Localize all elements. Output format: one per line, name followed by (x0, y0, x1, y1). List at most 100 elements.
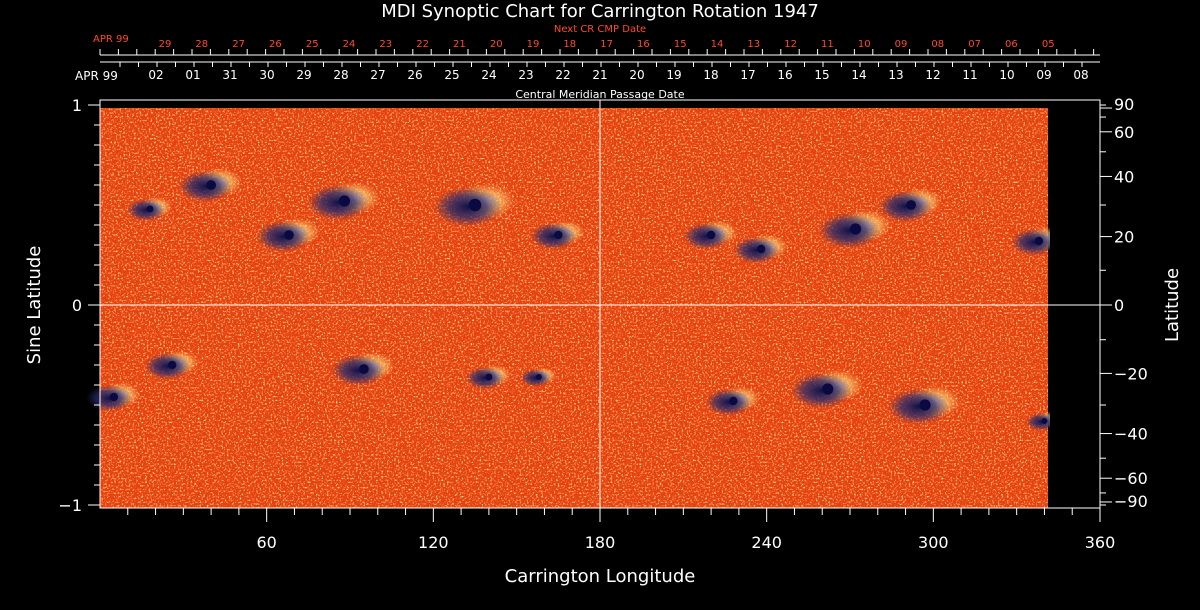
active-region (144, 350, 199, 380)
next-cmp-date-label: 16 (637, 39, 650, 50)
x-tick-label: 300 (918, 533, 949, 552)
cmp-date-label: 09 (1036, 68, 1051, 82)
next-cmp-date-label: 09 (895, 39, 908, 50)
cmp-date-label: 28 (333, 68, 348, 82)
active-region (888, 385, 961, 425)
region-negative-flux (888, 389, 949, 425)
region-negative-flux (307, 185, 369, 221)
next-cmp-date-label: 18 (563, 39, 576, 50)
plot-frame: 60 120 180 240 300 360 1 0 −1 90 60 40 20 0 −20 −40 −60 −… (58, 95, 1147, 552)
next-cmp-month: APR 99 (93, 34, 129, 45)
cmp-date-label: 26 (407, 68, 422, 82)
cmp-date-label: 10 (999, 68, 1014, 82)
next-cmp-date-label: 08 (931, 39, 944, 50)
cmp-date-label: 19 (666, 68, 681, 82)
cmp-date-axes: 29 28 27 26 25 24 23 22 21 20 19 18 17 16 15 14 13 12 11 10… (99, 39, 1100, 82)
region-core (919, 399, 931, 411)
region-negative-flux (705, 389, 752, 416)
y-tick-label-right: 20 (1114, 228, 1134, 247)
region-negative-flux (1026, 413, 1057, 431)
region-negative-flux (144, 353, 191, 380)
next-cmp-date-label: 11 (821, 39, 834, 50)
active-region (178, 168, 242, 202)
region-negative-flux (683, 223, 730, 250)
next-cmp-date-label: 27 (232, 39, 245, 50)
active-region (465, 365, 511, 389)
active-region (127, 197, 172, 221)
cmp-date-label: 29 (296, 68, 311, 82)
active-region (705, 386, 760, 416)
region-negative-flux (433, 187, 502, 227)
next-cmp-date-label: 21 (453, 39, 466, 50)
region-core (485, 373, 493, 381)
next-cmp-date-label: 23 (379, 39, 392, 50)
region-core (206, 180, 217, 190)
cmp-date-label: 11 (962, 68, 977, 82)
y-tick-label-right: −90 (1114, 492, 1148, 511)
next-cmp-date-label: 13 (747, 39, 760, 50)
active-region (878, 188, 942, 222)
region-core (906, 200, 917, 210)
next-cmp-date-label: 22 (416, 39, 429, 50)
next-cmp-date-label: 25 (306, 39, 319, 50)
next-cmp-date-label: 17 (600, 39, 613, 50)
cmp-date-label: 31 (222, 68, 237, 82)
cmp-date-label: 25 (444, 68, 459, 82)
region-negative-flux (818, 213, 880, 249)
region-core (358, 364, 369, 374)
next-cmp-date-label: 05 (1042, 39, 1055, 50)
y-tick-label-right: −20 (1114, 364, 1148, 383)
next-cmp-axis-title: Next CR CMP Date (554, 24, 646, 35)
cmp-date-label: 23 (518, 68, 533, 82)
active-region (433, 183, 515, 227)
next-cmp-date-label: 07 (968, 39, 981, 50)
cmp-date-label: 01 (185, 68, 200, 82)
next-cmp-date-label: 14 (711, 39, 724, 50)
region-negative-flux (465, 367, 504, 389)
region-core (338, 195, 351, 207)
active-region (256, 218, 320, 252)
next-cmp-date-label: 24 (343, 39, 356, 50)
cmp-date-label: 22 (555, 68, 570, 82)
next-cmp-date-label: 29 (159, 39, 172, 50)
region-core (468, 198, 482, 212)
next-cmp-date-label: 15 (674, 39, 687, 50)
cmp-date-label: 12 (925, 68, 940, 82)
next-cmp-date-label: 20 (490, 39, 503, 50)
region-core (706, 230, 716, 240)
cmp-date-label: 13 (888, 68, 903, 82)
x-axis-label: Carrington Longitude (505, 566, 696, 587)
y-tick-label-right: 0 (1114, 296, 1124, 315)
cmp-date-label: 08 (1073, 68, 1088, 82)
region-core (146, 205, 154, 213)
x-tick-label: 120 (418, 533, 449, 552)
cmp-date-label: 24 (481, 68, 496, 82)
cmp-date-label: 21 (592, 68, 607, 82)
cmp-date-label: 30 (259, 68, 274, 82)
region-core (1034, 236, 1044, 246)
region-core (168, 360, 177, 370)
region-core (283, 230, 294, 240)
region-core (1041, 418, 1048, 424)
next-cmp-date-label: 28 (195, 39, 208, 50)
region-core (109, 392, 119, 402)
active-region (818, 209, 891, 249)
next-cmp-date-label: 19 (527, 39, 540, 50)
region-negative-flux (127, 199, 165, 221)
active-region (790, 369, 863, 409)
x-tick-label: 180 (585, 533, 616, 552)
cmp-date-label: 02 (148, 68, 163, 82)
region-negative-flux (331, 355, 385, 386)
cmp-date-label: 15 (814, 68, 829, 82)
region-negative-flux (178, 171, 233, 202)
region-core (729, 396, 738, 406)
y-axis-label-left: Sine Latitude (24, 246, 45, 365)
active-region (733, 234, 788, 264)
region-negative-flux (1011, 229, 1057, 256)
region-negative-flux (790, 373, 852, 409)
y-tick-label-right: 90 (1114, 95, 1134, 114)
y-tick-label-right: 60 (1114, 123, 1134, 142)
chart-title: MDI Synoptic Chart for Carrington Rotati… (381, 1, 819, 22)
next-cmp-date-label: 12 (784, 39, 797, 50)
